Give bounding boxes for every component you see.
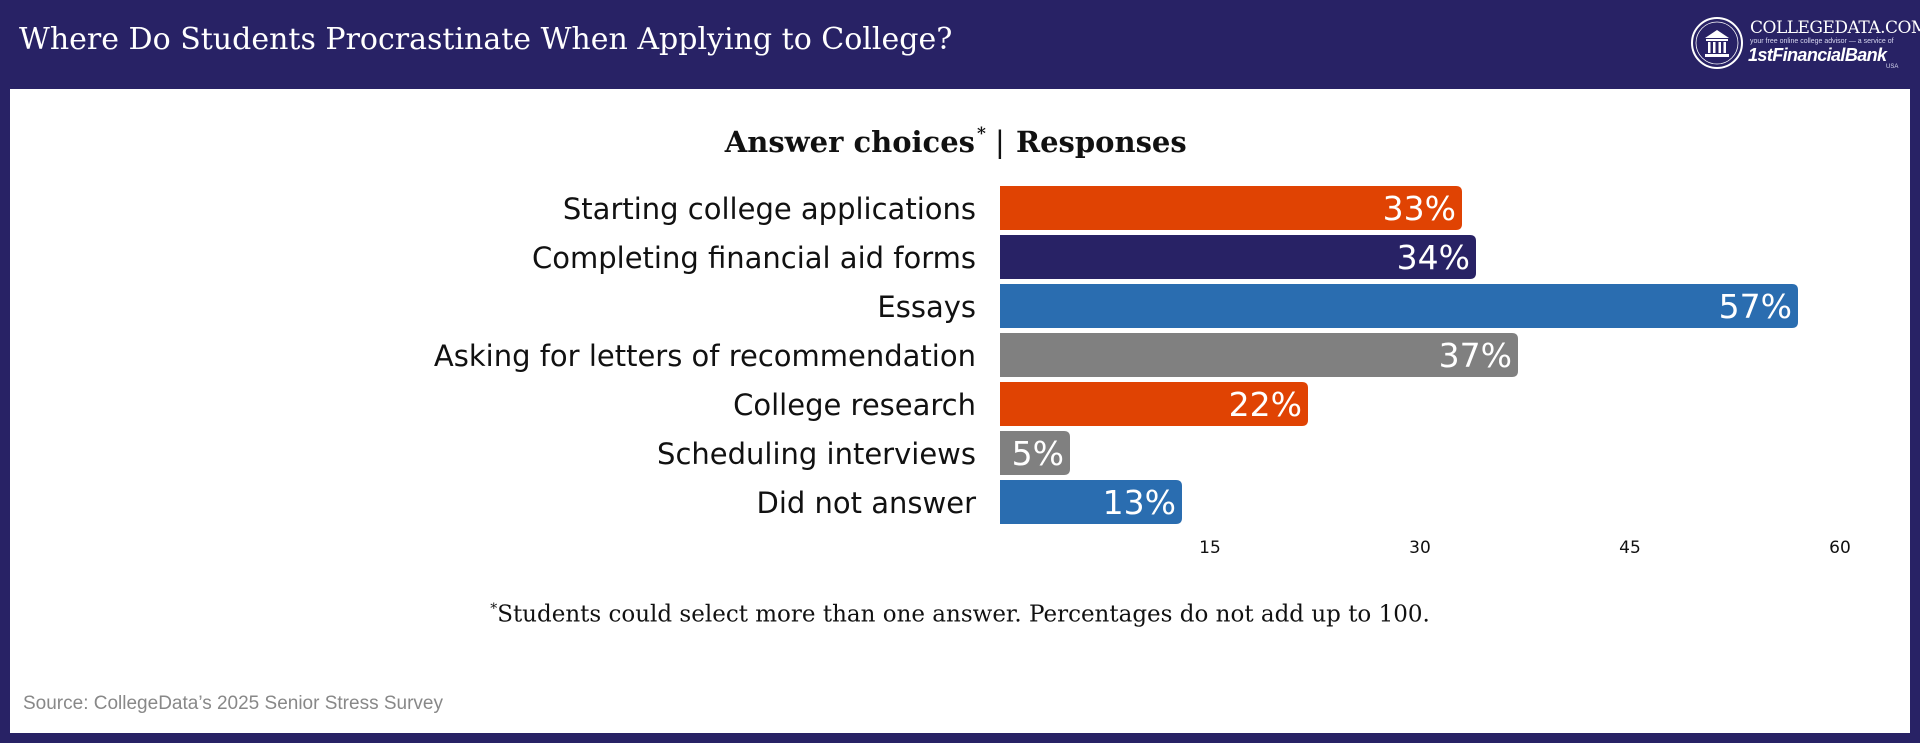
bar-value-label: 57% — [1719, 287, 1792, 326]
column-header-responses: Responses — [1016, 125, 1187, 159]
category-label: Scheduling interviews — [657, 437, 976, 471]
footnote-text: Students could select more than one answ… — [497, 601, 1430, 628]
x-tick-label: 45 — [1619, 538, 1641, 558]
x-tick-label: 15 — [1199, 538, 1221, 558]
bar-value-label: 5% — [1012, 434, 1064, 473]
column-header-mark: * — [977, 124, 986, 144]
x-tick-label: 60 — [1829, 538, 1851, 558]
source-note: Source: CollegeData’s 2025 Senior Stress… — [23, 693, 443, 714]
bars-group: Starting college applications 33% Completi… — [434, 186, 1798, 524]
bar — [1000, 284, 1798, 328]
bar — [1000, 480, 1182, 524]
page-title: Where Do Students Procrastinate When App… — [19, 22, 953, 57]
bar — [1000, 382, 1308, 426]
column-header-separator: | — [995, 125, 1005, 159]
x-tick-label: 30 — [1409, 538, 1431, 558]
category-label: Did not answer — [757, 486, 977, 520]
bar — [1000, 186, 1462, 230]
bar — [1000, 431, 1070, 475]
bar-value-label: 34% — [1397, 238, 1470, 277]
bar — [1000, 235, 1476, 279]
bar-value-label: 13% — [1103, 483, 1176, 522]
chart-panel: Answer choices * | Responses Starting co… — [10, 89, 1910, 733]
bar-chart: Answer choices * | Responses Starting co… — [434, 124, 1851, 558]
logo-bank-name: 1stFinancialBank — [1748, 45, 1887, 65]
category-label: College research — [733, 388, 976, 422]
category-label: Starting college applications — [563, 192, 976, 226]
bar-value-label: 37% — [1439, 336, 1512, 375]
footnote: *Students could select more than one ans… — [10, 601, 1910, 628]
column-header-answers: Answer choices — [724, 125, 975, 159]
bar — [1000, 333, 1518, 377]
x-axis: 15 30 45 60 — [1199, 538, 1851, 558]
seal-icon — [1691, 17, 1743, 69]
bar-value-label: 33% — [1383, 189, 1456, 228]
category-label: Completing financial aid forms — [532, 241, 976, 275]
category-label: Essays — [877, 290, 976, 324]
category-label: Asking for letters of recommendation — [434, 339, 976, 373]
footnote-mark: * — [490, 601, 498, 617]
logo-wordmark: COLLEGEDATA.COM — [1750, 18, 1920, 38]
logo-tagline: your free online college advisor — a ser… — [1750, 38, 1894, 45]
collegedata-logo: COLLEGEDATA.COM your free online college… — [1690, 16, 1920, 74]
logo-country: USA — [1886, 64, 1899, 70]
bar-value-label: 22% — [1229, 385, 1302, 424]
